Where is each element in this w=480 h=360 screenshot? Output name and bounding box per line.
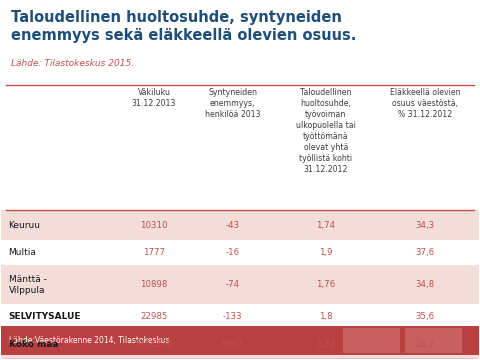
Text: 6662: 6662 — [222, 340, 244, 349]
Bar — [1, 326, 479, 355]
Bar — [1, 330, 479, 359]
Text: Väkiluku
31.12.2013: Väkiluku 31.12.2013 — [132, 88, 176, 108]
Text: Eläkkeellä olevien
osuus väestöstä,
% 31.12.2012: Eläkkeellä olevien osuus väestöstä, % 31… — [390, 88, 460, 119]
Text: 10310: 10310 — [140, 221, 168, 230]
Bar — [343, 328, 400, 352]
Text: 34,3: 34,3 — [415, 221, 434, 230]
Text: Lähde:Väestörakenne 2014, Tilastokeskus: Lähde:Väestörakenne 2014, Tilastokeskus — [9, 336, 169, 345]
Text: -74: -74 — [226, 280, 240, 289]
Text: -43: -43 — [226, 221, 240, 230]
Text: Lähde: Tilastokeskus 2015.: Lähde: Tilastokeskus 2015. — [11, 59, 134, 68]
Text: Mänttä -
Vilppula: Mänttä - Vilppula — [9, 275, 47, 295]
Bar — [405, 328, 462, 352]
Text: 1,9: 1,9 — [319, 248, 333, 257]
Text: Koko maa: Koko maa — [9, 340, 58, 349]
Text: 1,74: 1,74 — [316, 221, 336, 230]
Bar — [1, 210, 479, 240]
Text: 5451270: 5451270 — [135, 340, 173, 349]
Text: 22985: 22985 — [141, 312, 168, 321]
Text: 1,32: 1,32 — [316, 340, 336, 349]
Text: SELVITYSALUE: SELVITYSALUE — [9, 312, 81, 321]
Text: 1777: 1777 — [143, 248, 165, 257]
Text: Keuruu: Keuruu — [9, 221, 40, 230]
Text: Taloudellinen
huoltosuhde,
työvoiman
ulkopuolella tai
työttömänä
olevat yhtä
työ: Taloudellinen huoltosuhde, työvoiman ulk… — [296, 88, 356, 174]
Text: 10898: 10898 — [141, 280, 168, 289]
Text: -133: -133 — [223, 312, 243, 321]
Text: 1,76: 1,76 — [316, 280, 336, 289]
Bar — [1, 265, 479, 304]
Text: -16: -16 — [226, 248, 240, 257]
Text: 24,2: 24,2 — [415, 340, 434, 349]
Text: 37,6: 37,6 — [415, 248, 434, 257]
Text: 34,8: 34,8 — [415, 280, 434, 289]
Text: Syntyneiden
enemmyys,
henkilöä 2013: Syntyneiden enemmyys, henkilöä 2013 — [205, 88, 261, 119]
Text: 1,8: 1,8 — [319, 312, 333, 321]
Text: 35,6: 35,6 — [415, 312, 434, 321]
Text: Taloudellinen huoltosuhde, syntyneiden
enemmyys sekä eläkkeellä olevien osuus.: Taloudellinen huoltosuhde, syntyneiden e… — [11, 10, 356, 43]
Text: Multia: Multia — [9, 248, 36, 257]
